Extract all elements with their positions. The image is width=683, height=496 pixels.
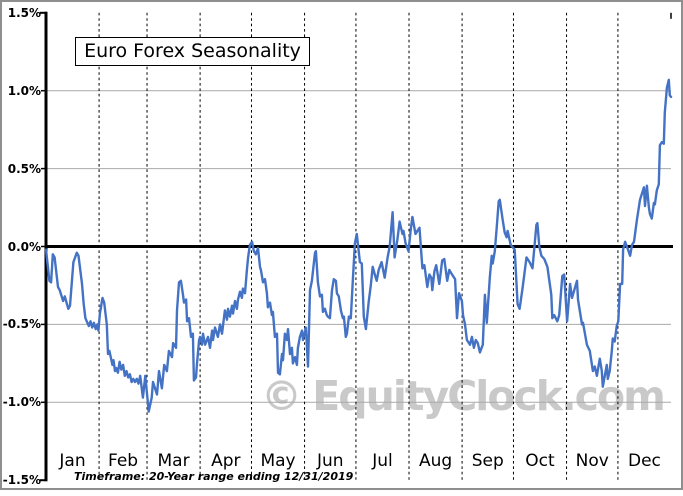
x-axis-label: Oct [525, 451, 555, 471]
y-axis-label: -1.0% [2, 395, 41, 410]
x-axis-label: Jan [59, 451, 86, 471]
equityclock-watermark: © EquityClock.com [261, 372, 666, 420]
x-axis-label: Sep [471, 451, 504, 471]
seasonality-line [44, 78, 673, 413]
y-axis-label: 0.5% [7, 161, 41, 176]
y-axis-label: 1.0% [7, 83, 41, 98]
x-axis-label: Feb [107, 451, 139, 471]
x-axis-label: May [260, 451, 296, 471]
x-axis-label: Nov [575, 451, 609, 471]
chart-title: Euro Forex Seasonality [75, 37, 310, 66]
y-axis-label: -0.5% [2, 317, 41, 332]
x-axis-label: Apr [211, 451, 241, 471]
y-axis-label: 0.0% [7, 239, 41, 254]
x-axis-label: Jun [316, 451, 344, 471]
x-axis-label: Aug [418, 451, 453, 471]
x-axis-label: Jul [372, 451, 393, 471]
timeframe-footnote: Timeframe: 20-Year range ending 12/31/20… [74, 470, 354, 483]
y-axis-label: 1.5% [7, 5, 41, 20]
x-axis-label: Dec [628, 451, 661, 471]
x-axis-label: Mar [157, 451, 190, 471]
y-axis-label: -1.5% [2, 473, 41, 488]
